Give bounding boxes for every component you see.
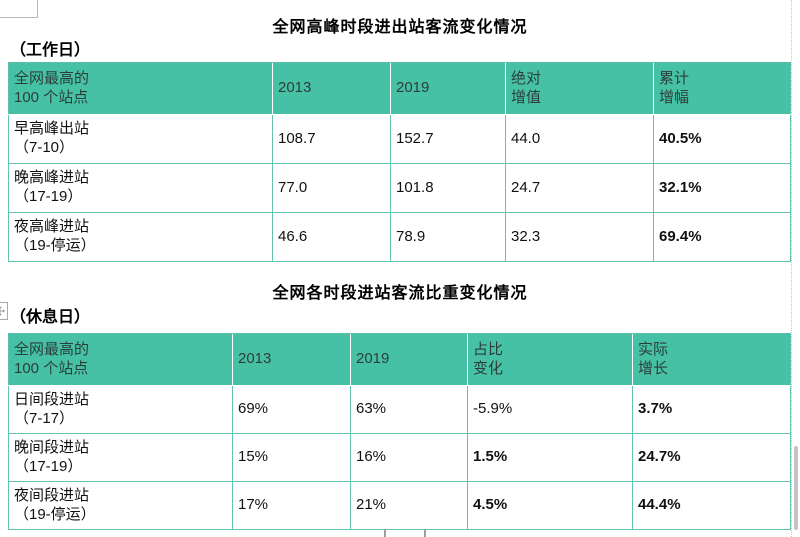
table-cell[interactable]: 46.6 [272,212,391,262]
table-cell[interactable]: 1.5% [467,433,633,482]
header-cell[interactable]: 累计 增幅 [653,62,791,115]
table-cell[interactable]: 晚高峰进站 （17-19） [8,163,273,213]
header-cell[interactable]: 2013 [272,62,391,115]
table-cell[interactable]: 32.3 [505,212,654,262]
page-boundary-dotted-line [791,0,792,537]
table-row: 夜间段进站 （19-停运） 17% 21% 4.5% 44.4% [8,481,791,530]
table-cell[interactable]: 32.1% [653,163,791,213]
header-cell[interactable]: 占比 变化 [467,333,633,386]
table-cell[interactable]: 77.0 [272,163,391,213]
section1-title[interactable]: 全网高峰时段进出站客流变化情况 [272,19,528,36]
bottom-table-mark [424,529,426,537]
header-cell[interactable]: 实际 增长 [632,333,791,386]
header-cell[interactable]: 2013 [232,333,351,386]
table-cell[interactable]: 78.9 [390,212,506,262]
table-cell[interactable]: 16% [350,433,468,482]
bottom-table-mark [384,529,386,537]
table-cell[interactable]: 15% [232,433,351,482]
table-row: 早高峰出站 （7-10） 108.7 152.7 44.0 40.5% [8,114,791,164]
header-cell[interactable]: 2019 [350,333,468,386]
table-cell[interactable]: 108.7 [272,114,391,164]
table-cell[interactable]: 63% [350,385,468,434]
table-cell[interactable]: 17% [232,481,351,530]
table-row: 日间段进站 （7-17） 69% 63% -5.9% 3.7% [8,385,791,434]
table-cell[interactable]: 24.7% [632,433,791,482]
table-cell[interactable]: 44.4% [632,481,791,530]
restday-table: 全网最高的 100 个站点 2013 2019 占比 变化 实际 增长 日间段进… [8,333,791,530]
table-move-handle-icon[interactable] [0,302,8,320]
table-cell[interactable]: 24.7 [505,163,654,213]
page-boundary-corner-mark [0,0,38,18]
header-cell[interactable]: 绝对 增值 [505,62,654,115]
table-cell[interactable]: 4.5% [467,481,633,530]
table-cell[interactable]: 早高峰出站 （7-10） [8,114,273,164]
table-cell[interactable]: 夜高峰进站 （19-停运） [8,212,273,262]
table-cell[interactable]: 日间段进站 （7-17） [8,385,233,434]
table-header-row: 全网最高的 100 个站点 2013 2019 占比 变化 实际 增长 [8,333,791,386]
workday-table: 全网最高的 100 个站点 2013 2019 绝对 增值 累计 增幅 早高峰出… [8,62,791,262]
table-row: 晚高峰进站 （17-19） 77.0 101.8 24.7 32.1% [8,163,791,213]
table-header-row: 全网最高的 100 个站点 2013 2019 绝对 增值 累计 增幅 [8,62,791,115]
table-cell[interactable]: 101.8 [390,163,506,213]
table-cell[interactable]: 44.0 [505,114,654,164]
table-cell[interactable]: 69.4% [653,212,791,262]
table-cell[interactable]: 69% [232,385,351,434]
header-cell[interactable]: 全网最高的 100 个站点 [8,333,233,386]
table-cell[interactable]: 3.7% [632,385,791,434]
table-cell[interactable]: -5.9% [467,385,633,434]
header-cell[interactable]: 2019 [390,62,506,115]
section1-label[interactable]: （工作日） [10,42,91,59]
table-cell[interactable]: 晚间段进站 （17-19） [8,433,233,482]
table-cell[interactable]: 152.7 [390,114,506,164]
table-cell[interactable]: 夜间段进站 （19-停运） [8,481,233,530]
table-row: 夜高峰进站 （19-停运） 46.6 78.9 32.3 69.4% [8,212,791,262]
header-cell[interactable]: 全网最高的 100 个站点 [8,62,273,115]
table-row: 晚间段进站 （17-19） 15% 16% 1.5% 24.7% [8,433,791,482]
section2-label[interactable]: （休息日） [10,309,91,326]
table-cell[interactable]: 21% [350,481,468,530]
scrollbar-thumb[interactable] [794,446,798,530]
section2-title[interactable]: 全网各时段进站客流比重变化情况 [272,285,528,302]
table-cell[interactable]: 40.5% [653,114,791,164]
